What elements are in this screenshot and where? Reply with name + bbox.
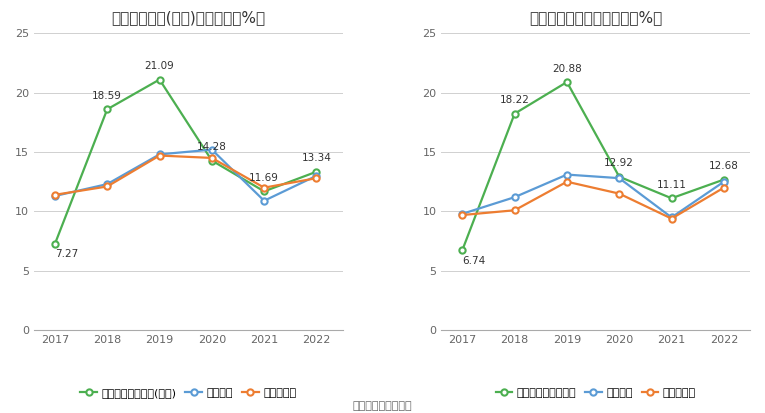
行业中位数 (259, 185, 269, 190)
行业中位数 (155, 153, 164, 158)
公司净资产收益率(加权) (207, 158, 216, 163)
Title: 投入资本回报率历年情况（%）: 投入资本回报率历年情况（%） (529, 10, 662, 25)
Title: 净资产收益率(加权)历年情况（%）: 净资产收益率(加权)历年情况（%） (111, 10, 265, 25)
行业均值 (155, 152, 164, 157)
Line: 行业均值: 行业均值 (459, 171, 727, 221)
行业中位数 (103, 184, 112, 189)
行业均值 (312, 173, 321, 178)
Text: 6.74: 6.74 (462, 256, 486, 266)
行业中位数 (457, 213, 467, 218)
公司投入资本回报率 (667, 196, 676, 201)
Line: 公司投入资本回报率: 公司投入资本回报率 (459, 79, 727, 253)
行业中位数 (510, 208, 519, 213)
公司净资产收益率(加权) (259, 189, 269, 194)
Text: 7.27: 7.27 (55, 249, 78, 259)
Line: 行业中位数: 行业中位数 (52, 152, 320, 198)
行业均值 (562, 172, 571, 177)
Line: 公司净资产收益率(加权): 公司净资产收益率(加权) (52, 76, 320, 247)
行业中位数 (667, 216, 676, 221)
Text: 21.09: 21.09 (145, 61, 174, 71)
Text: 12.68: 12.68 (709, 161, 739, 171)
Legend: 公司投入资本回报率, 行业均值, 行业中位数: 公司投入资本回报率, 行业均值, 行业中位数 (491, 384, 700, 402)
行业均值 (614, 176, 623, 180)
行业均值 (719, 179, 728, 184)
Legend: 公司净资产收益率(加权), 行业均值, 行业中位数: 公司净资产收益率(加权), 行业均值, 行业中位数 (76, 384, 301, 402)
公司净资产收益率(加权) (103, 107, 112, 112)
公司净资产收益率(加权) (50, 242, 60, 247)
行业均值 (667, 215, 676, 220)
行业中位数 (562, 179, 571, 184)
公司投入资本回报率 (457, 248, 467, 253)
行业中位数 (50, 192, 60, 197)
Text: 14.28: 14.28 (197, 142, 226, 152)
行业均值 (510, 195, 519, 199)
公司净资产收益率(加权) (155, 77, 164, 82)
行业中位数 (719, 185, 728, 190)
行业均值 (457, 211, 467, 216)
行业中位数 (207, 155, 216, 160)
公司投入资本回报率 (719, 177, 728, 182)
Text: 11.11: 11.11 (656, 180, 686, 190)
公司投入资本回报率 (510, 111, 519, 116)
公司投入资本回报率 (614, 174, 623, 179)
行业均值 (259, 198, 269, 203)
公司净资产收益率(加权) (312, 169, 321, 174)
行业均值 (50, 194, 60, 199)
Text: 数据来源：恒生聚源: 数据来源：恒生聚源 (353, 401, 412, 411)
行业中位数 (312, 176, 321, 180)
Text: 18.22: 18.22 (500, 95, 529, 105)
Line: 行业均值: 行业均值 (52, 147, 320, 204)
Line: 行业中位数: 行业中位数 (459, 178, 727, 222)
Text: 11.69: 11.69 (249, 173, 279, 183)
Text: 12.92: 12.92 (604, 159, 634, 169)
行业均值 (103, 182, 112, 187)
公司投入资本回报率 (562, 80, 571, 85)
Text: 13.34: 13.34 (301, 153, 331, 164)
行业均值 (207, 147, 216, 152)
Text: 20.88: 20.88 (552, 64, 582, 74)
Text: 18.59: 18.59 (93, 91, 122, 101)
行业中位数 (614, 191, 623, 196)
